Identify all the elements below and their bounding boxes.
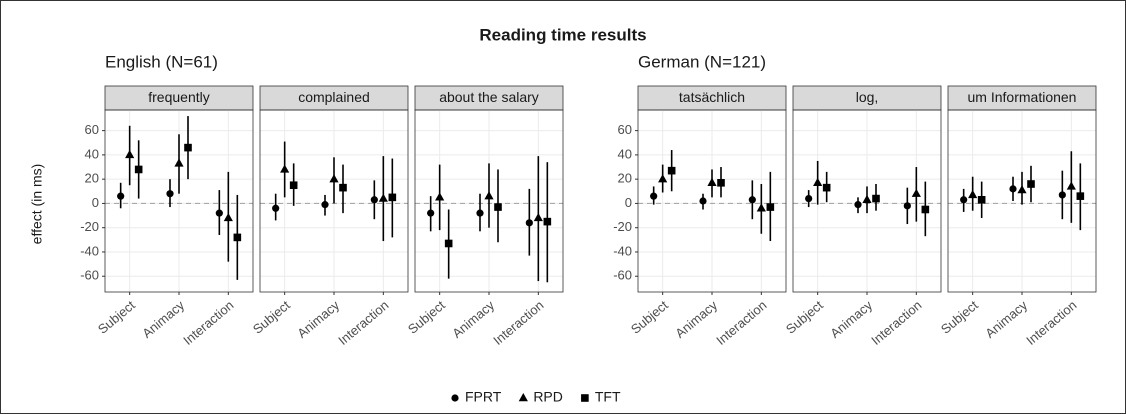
point [1027,180,1035,188]
y-tick-label: -40 [613,243,632,258]
point [977,195,986,204]
panel-border [414,109,564,293]
point [329,174,339,183]
legend-label: TFT [595,389,621,405]
panel-title: frequently [148,89,209,105]
point [968,189,978,199]
y-tick-label: -60 [613,268,632,283]
point [1076,192,1085,200]
point [289,181,298,190]
point [215,209,223,217]
point [494,203,502,211]
point [125,149,135,159]
point [667,166,676,175]
point [872,194,880,203]
y-tick-label: 40 [85,146,99,161]
panel-title: tatsächlich [679,89,745,105]
point [960,196,968,204]
strip [792,85,942,111]
point [272,204,280,212]
legend-marker [581,394,589,402]
point [184,143,192,152]
point [134,165,143,174]
point [378,193,388,202]
y-tick-label: -60 [80,268,99,283]
panel-border [104,109,254,293]
y-tick-label: 60 [85,122,99,137]
point [650,192,658,200]
strip [414,85,564,111]
strip [637,85,787,111]
legend-marker [451,394,459,402]
point [484,191,494,200]
point [117,192,125,200]
point [766,203,775,211]
legend-label: FPRT [465,389,502,405]
point [921,205,930,214]
point [717,179,725,187]
y-tick-label: 0 [625,195,632,210]
group-title: German (N=121) [638,52,766,71]
point [813,177,823,186]
point [166,190,174,198]
group-title: English (N=61) [105,52,218,71]
y-tick-label: 0 [92,195,99,210]
point [854,201,862,209]
panel-border [792,109,942,293]
point [435,192,445,201]
point [427,209,435,217]
point [1066,181,1076,190]
y-tick-label: 20 [618,171,632,186]
strip [104,85,254,111]
strip [259,85,409,111]
legend-label: RPD [533,389,563,405]
point [476,209,484,217]
point [756,203,766,212]
y-tick-label: 60 [618,122,632,137]
point [444,239,453,248]
point [822,183,831,192]
legend-marker [518,393,528,402]
chart-title: Reading time results [479,25,646,44]
point [223,212,233,222]
panel-border [637,109,787,293]
point [1009,185,1017,193]
point [911,188,921,197]
y-tick-label: 40 [618,146,632,161]
point [1017,185,1027,194]
panel-border [947,109,1097,293]
y-tick-label: -40 [80,243,99,258]
point [903,202,911,210]
y-tick-label: -20 [613,219,632,234]
point [321,201,329,209]
point [748,196,756,204]
y-tick-label: -20 [80,219,99,234]
point [339,183,347,192]
y-tick-label: 20 [85,171,99,186]
y-axis-label: effect (in ms) [29,164,45,245]
point [658,174,668,183]
point [174,158,184,167]
point [543,217,552,226]
point [525,219,533,227]
panel-border [259,109,409,293]
panel-title: about the salary [439,89,539,105]
point [699,197,707,205]
point [280,164,290,173]
panel-title: log, [856,89,879,105]
point [370,196,378,204]
point [805,194,813,203]
point [707,177,717,186]
strip [947,85,1097,111]
point [533,212,543,222]
point [1058,191,1066,199]
panel-title: complained [298,89,370,105]
point [388,193,397,202]
point [862,194,872,203]
panel-title: um Informationen [968,89,1077,105]
point [233,233,242,242]
